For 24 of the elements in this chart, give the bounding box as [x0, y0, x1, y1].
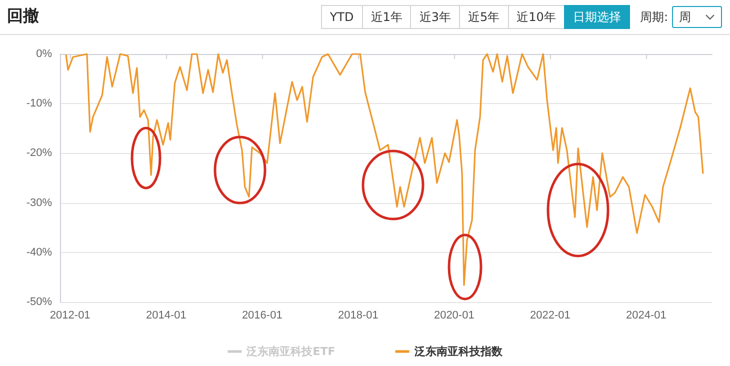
- chart-title: 回撤: [7, 6, 39, 27]
- text: YTD: [320, 5, 363, 29]
- x-tick-label: 2018-01: [338, 310, 378, 322]
- text: 周期:: [640, 8, 668, 26]
- text: 周: [679, 9, 691, 25]
- text: 近10年: [508, 5, 565, 29]
- x-tick-label: 2016-01: [242, 310, 282, 322]
- y-tick-label: -10%: [26, 98, 52, 110]
- y-tick-label: 0%: [36, 48, 52, 60]
- y-tick-label: -30%: [26, 196, 52, 209]
- legend-label: 泛东南亚科技指数: [413, 345, 504, 358]
- text: 近3年: [410, 5, 460, 29]
- y-tick-label: -20%: [26, 147, 52, 160]
- x-tick-label: 2024-01: [626, 310, 666, 322]
- y-tick-label: -40%: [26, 246, 52, 258]
- x-tick-label: 2012-01: [50, 310, 90, 322]
- text: 日期选择: [564, 5, 630, 29]
- text: 近5年: [459, 5, 509, 29]
- text: 近1年: [362, 5, 412, 29]
- x-tick-label: 2022-01: [530, 310, 570, 322]
- line-series: [65, 53, 704, 286]
- y-tick-label: -50%: [26, 296, 52, 308]
- x-tick-label: 2014-01: [146, 310, 186, 322]
- x-tick-label: 2020-01: [434, 310, 474, 322]
